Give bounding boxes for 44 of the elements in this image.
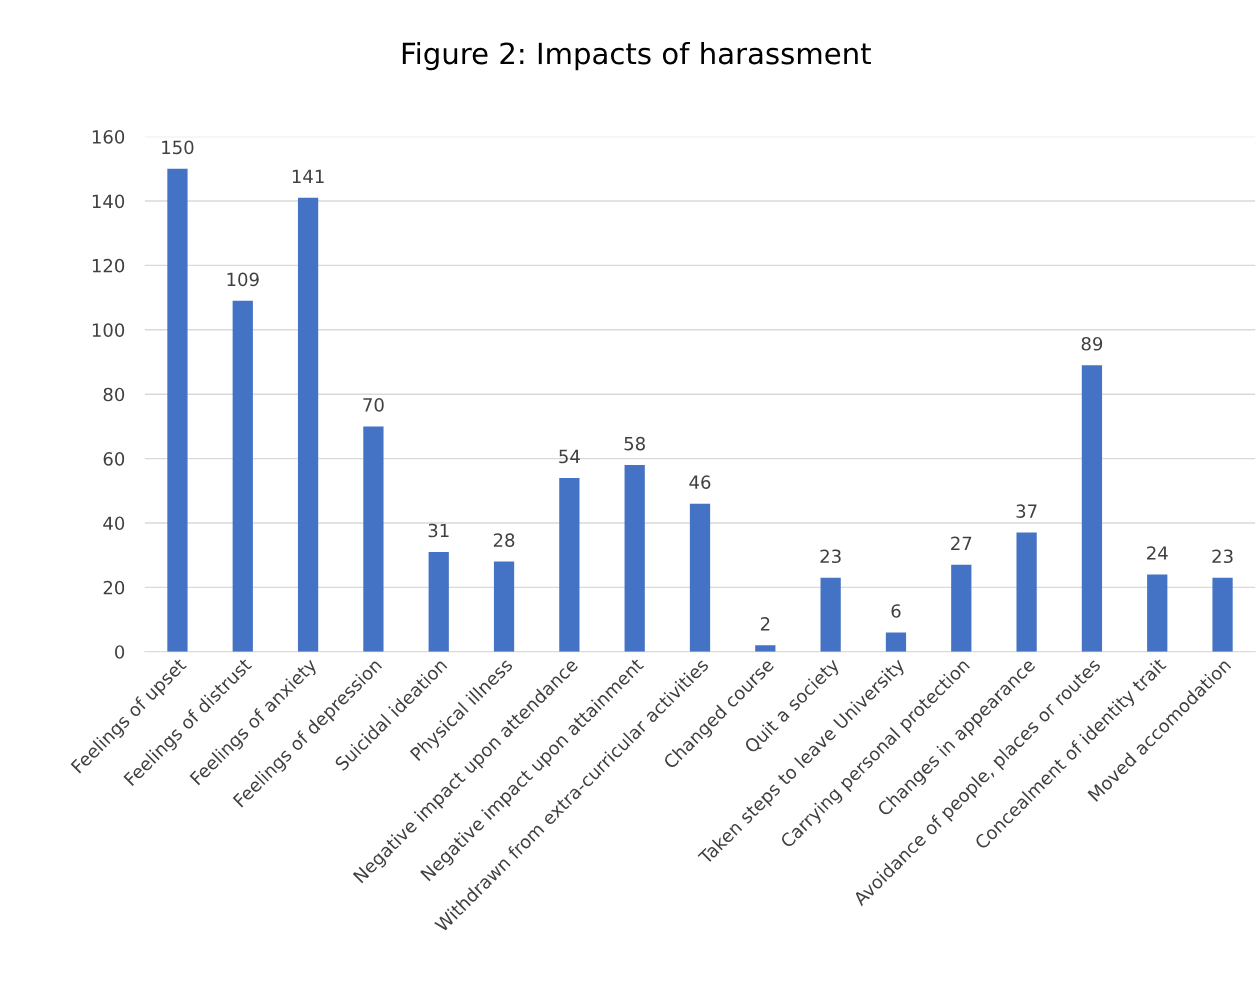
bar: [232, 300, 253, 652]
data-label: 141: [292, 169, 324, 183]
bar: [493, 561, 515, 652]
data-label: 2: [760, 617, 770, 631]
data-label: 37: [1016, 504, 1037, 518]
bar: [297, 197, 319, 652]
bar: [1147, 574, 1168, 652]
bar: [428, 551, 449, 652]
y-tick-label: 100: [92, 323, 125, 337]
data-label: 54: [559, 449, 580, 464]
data-label: 58: [624, 436, 645, 451]
bar: [624, 465, 645, 652]
bar: [1212, 577, 1233, 652]
y-tick-label: 60: [103, 452, 125, 466]
bar: [885, 632, 907, 652]
data-label: 28: [493, 533, 515, 547]
data-label: 23: [820, 549, 841, 564]
y-tick-label: 160: [92, 130, 125, 144]
data-label: 46: [689, 475, 711, 490]
data-label: 150: [162, 140, 194, 155]
chart-title: Figure 2: Impacts of harassment: [402, 41, 871, 71]
y-tick-label: 20: [103, 580, 125, 595]
y-tick-label: 40: [103, 516, 125, 531]
y-tick-label: 0: [115, 645, 125, 659]
data-label: 24: [1147, 546, 1168, 560]
y-tick-label: 140: [92, 194, 125, 209]
data-label: 89: [1081, 336, 1103, 351]
bar: [689, 503, 711, 652]
y-tick-label: 120: [92, 258, 125, 273]
bar: [167, 168, 188, 652]
data-label: 31: [428, 523, 449, 538]
bar: [559, 477, 580, 652]
bar: [755, 645, 776, 652]
bar: [1016, 532, 1037, 652]
y-tick-label: 80: [103, 387, 125, 402]
bar: [363, 426, 384, 652]
bar: [820, 577, 841, 652]
data-label: 109: [227, 272, 259, 287]
data-label: 6: [891, 604, 901, 618]
bar: [1081, 365, 1103, 652]
data-label: 23: [1212, 549, 1233, 564]
data-label: 27: [951, 536, 972, 550]
data-label: 70: [363, 398, 384, 412]
bar: [951, 564, 972, 652]
